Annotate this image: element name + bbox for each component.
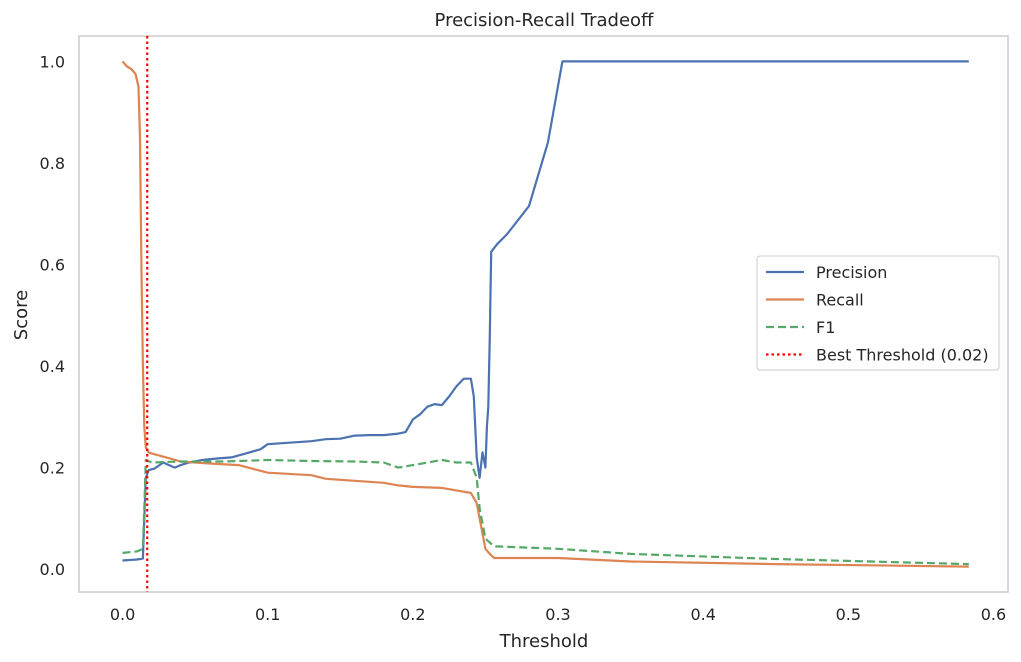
legend-label-recall: Recall bbox=[816, 291, 864, 310]
precision-line bbox=[122, 60, 969, 562]
y-tick-label: 0.2 bbox=[40, 459, 65, 478]
x-tick-label: 0.2 bbox=[400, 605, 425, 624]
x-tick-label: 0.0 bbox=[110, 605, 135, 624]
legend-label-f1: F1 bbox=[816, 318, 835, 337]
y-tick-label: 0.8 bbox=[40, 154, 65, 173]
legend-box bbox=[756, 255, 1000, 371]
x-axis-ticks: 0.0 0.1 0.2 0.3 0.4 0.5 0.6 bbox=[110, 605, 1006, 624]
y-axis-label: Score bbox=[11, 290, 32, 340]
legend: Precision Recall F1 Best Threshold (0.02) bbox=[756, 255, 1000, 371]
y-tick-label: 0.4 bbox=[40, 357, 65, 376]
f1-line bbox=[122, 458, 969, 566]
y-axis-ticks: 0.0 0.2 0.4 0.6 0.8 1.0 bbox=[40, 52, 65, 579]
recall-line bbox=[121, 60, 969, 568]
x-tick-label: 0.4 bbox=[690, 605, 715, 624]
y-tick-label: 1.0 bbox=[40, 52, 65, 71]
x-tick-label: 0.1 bbox=[255, 605, 280, 624]
y-tick-label: 0.0 bbox=[40, 560, 65, 579]
x-tick-label: 0.3 bbox=[545, 605, 570, 624]
legend-label-best-threshold-0-02: Best Threshold (0.02) bbox=[816, 346, 989, 365]
x-tick-label: 0.6 bbox=[981, 605, 1006, 624]
legend-label-precision: Precision bbox=[816, 263, 887, 282]
x-tick-label: 0.5 bbox=[836, 605, 861, 624]
x-axis-label: Threshold bbox=[499, 631, 589, 652]
y-tick-label: 0.6 bbox=[40, 255, 65, 274]
chart-title: Precision-Recall Tradeoff bbox=[435, 10, 655, 31]
series-layer bbox=[121, 36, 969, 592]
